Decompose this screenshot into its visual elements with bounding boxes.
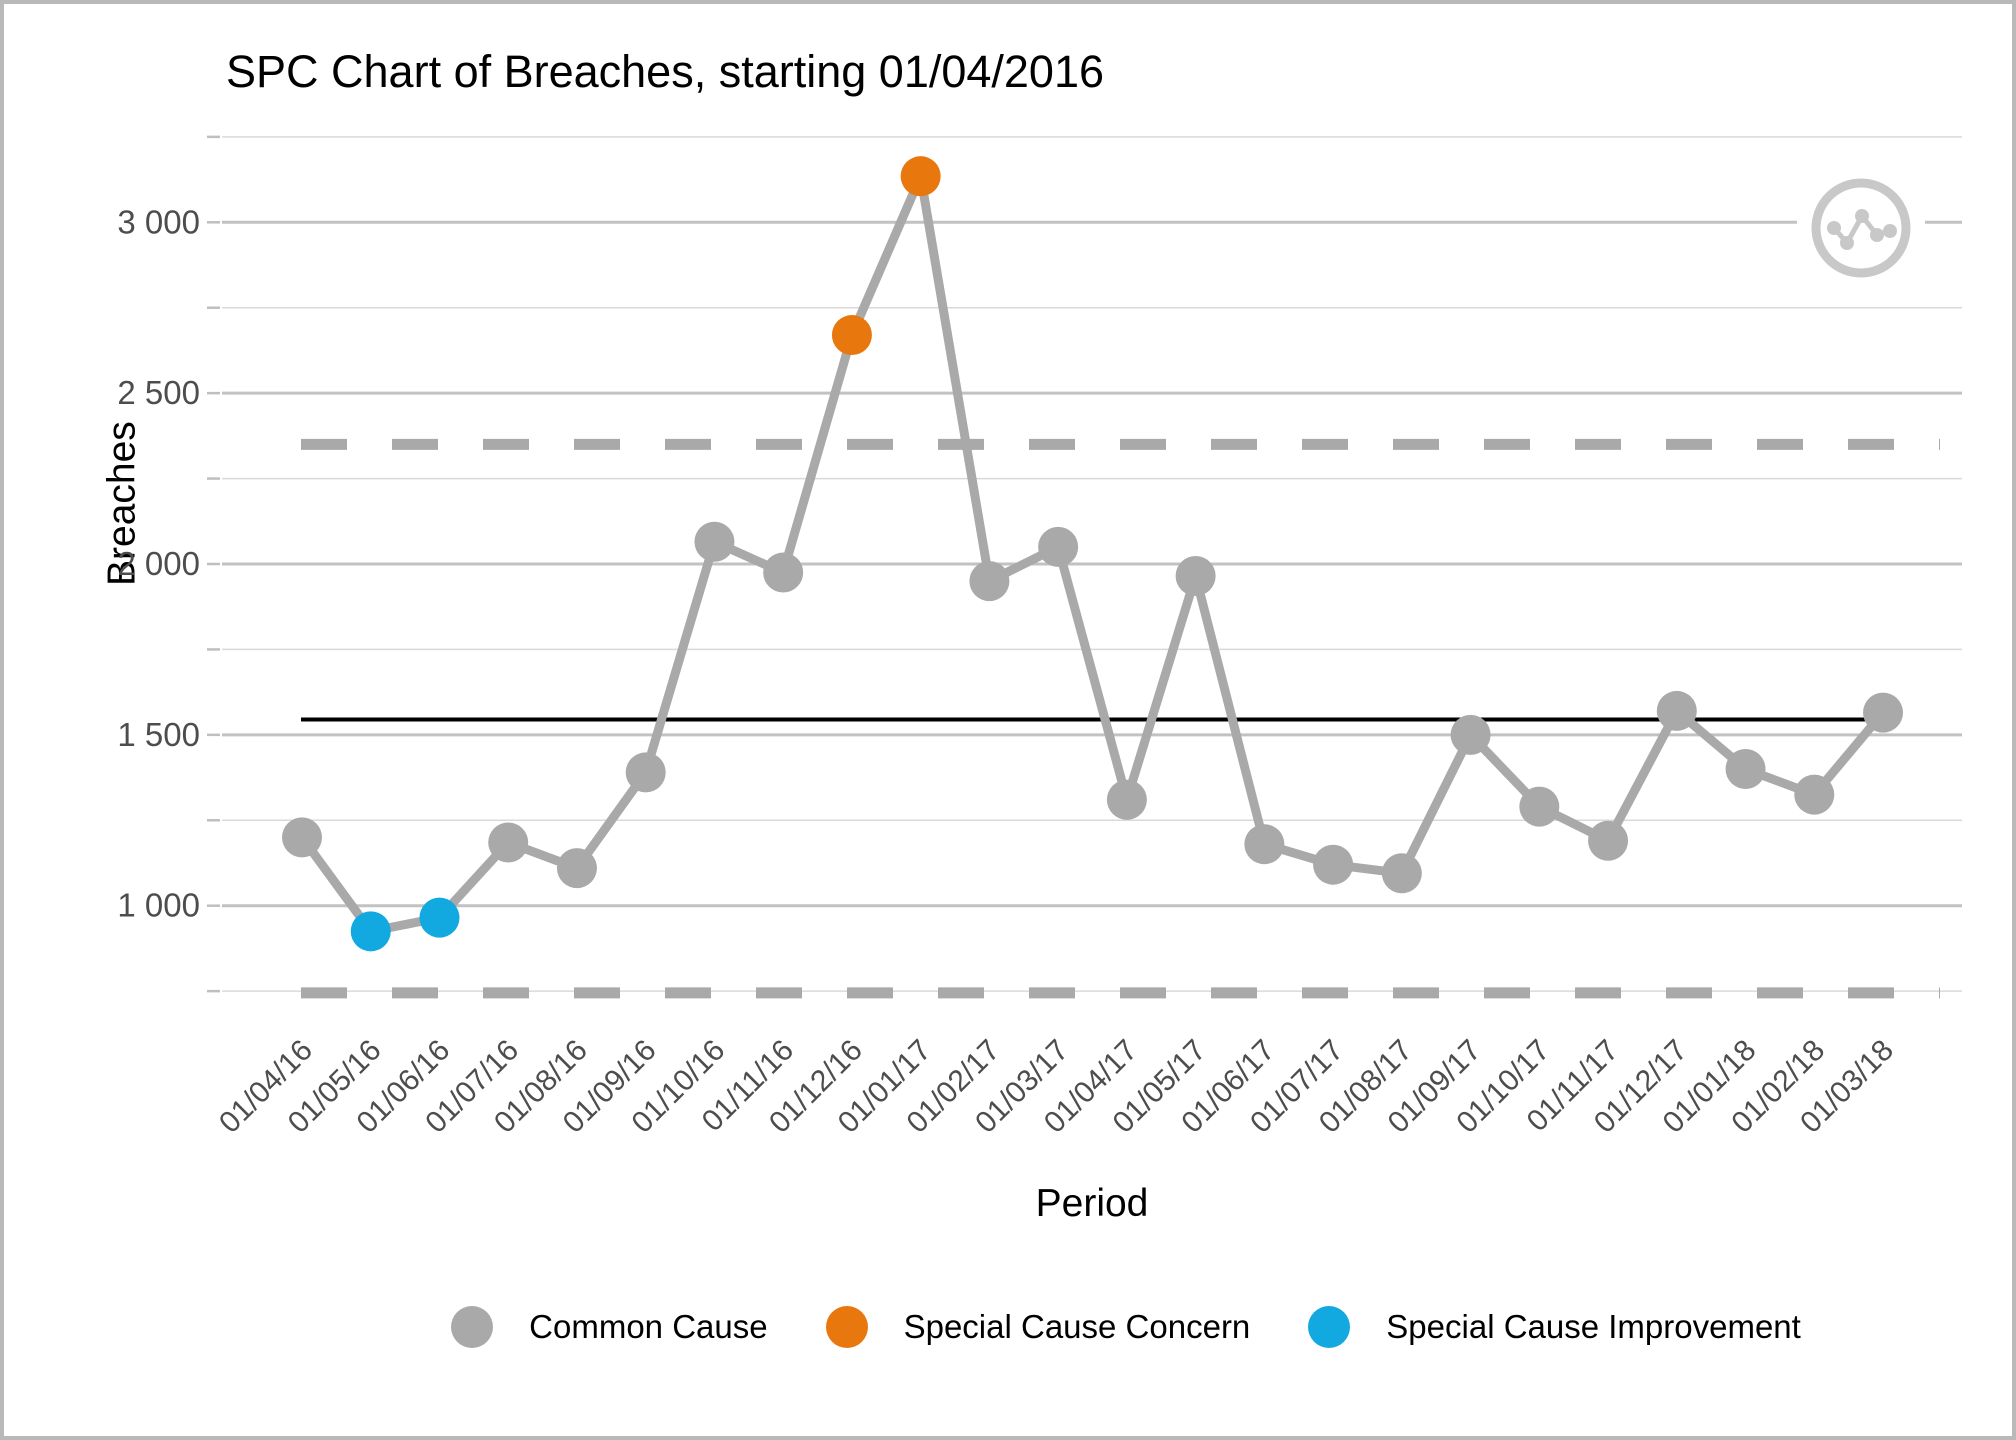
data-point-common [488,822,529,863]
chart-title: SPC Chart of Breaches, starting 01/04/20… [226,46,1105,97]
special-cause-concern-dot-icon [825,1306,868,1348]
y-tick-label: 1 000 [117,887,200,924]
legend-item-common-cause: Common Cause [451,1306,768,1348]
x-axis-title: Period [1035,1182,1149,1225]
data-point-common [1038,526,1079,567]
data-point-common [556,848,597,889]
y-tick-label: 2 500 [117,374,200,411]
data-point-common [969,561,1010,602]
data-point-concern [831,315,872,356]
data-point-common [1656,690,1697,731]
legend-item-special-cause-concern: Special Cause Concern [825,1306,1251,1348]
data-point-concern [900,156,941,197]
common-cause-dot-icon [451,1306,494,1348]
data-point-improvement [419,897,460,938]
data-point-common [1519,786,1560,827]
data-point-common [1725,749,1766,790]
legend: Common Cause Special Cause Concern Speci… [256,1306,1996,1348]
data-point-common [1106,779,1147,820]
breaches-line [297,171,1888,936]
legend-label-special-cause-concern: Special Cause Concern [903,1308,1251,1345]
data-point-common [1175,555,1216,596]
y-tick-label: 1 500 [117,716,200,753]
data-point-improvement [350,911,391,952]
data-point-common [1450,714,1491,755]
data-point-common [282,817,322,858]
data-point-common [1244,824,1285,865]
legend-label-common-cause: Common Cause [529,1308,768,1345]
spc-line-chart-icon [1797,164,1925,292]
y-tick-label: 2 000 [117,545,200,582]
data-point-common [625,752,666,793]
y-tick-label: 3 000 [117,203,200,240]
data-point-common [1863,692,1904,733]
legend-label-special-cause-improvement: Special Cause Improvement [1386,1308,1801,1345]
data-point-common [1794,774,1835,815]
data-point-common [1588,820,1629,861]
data-point-common [694,521,735,562]
spc-line-chart-icon-svg [1799,166,1923,290]
legend-item-special-cause-improvement: Special Cause Improvement [1308,1306,1801,1348]
special-cause-improvement-dot-icon [1308,1306,1351,1348]
data-point-common [1313,844,1354,885]
data-point-common [1381,853,1422,894]
data-point-common [763,552,804,593]
